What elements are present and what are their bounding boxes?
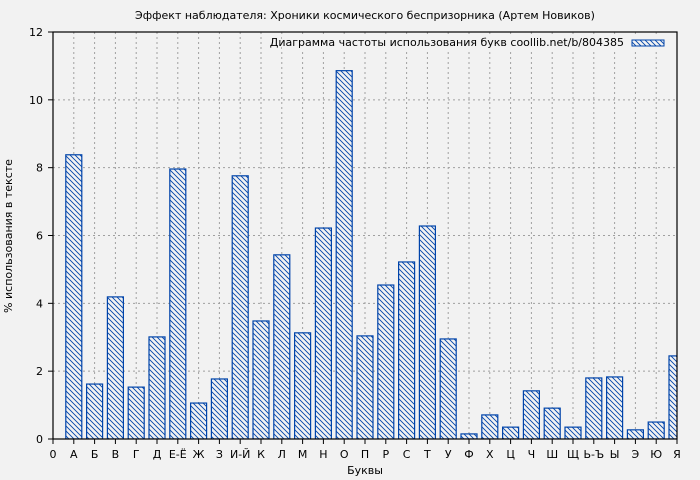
- bar: [356, 335, 374, 439]
- x-tick-label: Е-Ё: [169, 448, 187, 461]
- x-tick-label: Ч: [528, 448, 536, 461]
- x-tick-label: Т: [423, 448, 431, 461]
- x-tick-label: Р: [382, 448, 389, 461]
- bar: [460, 433, 478, 439]
- x-tick-label: Ц: [506, 448, 515, 461]
- bar: [626, 429, 645, 439]
- bar: [585, 377, 603, 439]
- x-tick-label: О: [340, 448, 349, 461]
- x-axis-ticks: 0 А Б В Г Д Е-Ё Ж З И-Й К Л М Н О П Р С Т У Ф Х Ц Ч Ш Щ Ь-Ъ Ы Э Ю Я: [50, 439, 681, 461]
- bar: [335, 70, 353, 439]
- bars: [65, 70, 677, 439]
- y-tick-label: 12: [29, 26, 43, 39]
- bar: [543, 407, 561, 439]
- x-tick-label: А: [70, 448, 78, 461]
- x-tick-label: Н: [319, 448, 327, 461]
- legend: Диаграмма частоты использования букв coo…: [270, 35, 672, 50]
- x-tick-label: Д: [153, 448, 162, 461]
- x-tick-label: З: [216, 448, 223, 461]
- bar: [252, 320, 270, 439]
- bar: [314, 227, 332, 439]
- x-tick-label: Щ: [567, 448, 579, 461]
- bar: [605, 376, 624, 439]
- x-tick-label: И-Й: [230, 448, 250, 461]
- y-tick-label: 0: [36, 433, 43, 446]
- bar: [273, 254, 291, 439]
- x-tick-label: Ю: [650, 448, 662, 461]
- bar: [522, 390, 541, 439]
- bar: [418, 225, 436, 439]
- bar: [190, 402, 208, 439]
- x-tick-label: Ж: [193, 448, 205, 461]
- x-tick-label: У: [445, 448, 452, 461]
- x-tick-label: Х: [486, 448, 494, 461]
- bar: [127, 386, 145, 439]
- y-tick-label: 10: [29, 94, 43, 107]
- x-tick-label: Я: [673, 448, 681, 461]
- bar: [148, 336, 166, 439]
- chart-title: Эффект наблюдателя: Хроники космического…: [135, 9, 595, 22]
- bar: [210, 378, 228, 439]
- legend-label: Диаграмма частоты использования букв coo…: [270, 36, 624, 49]
- bar: [564, 426, 582, 439]
- x-axis-label: Буквы: [347, 464, 383, 477]
- x-tick-label: Л: [278, 448, 286, 461]
- x-tick-label: Г: [133, 448, 140, 461]
- bar: [398, 261, 416, 439]
- x-tick-label: 0: [50, 448, 57, 461]
- bar: [668, 355, 677, 439]
- bar: [647, 421, 665, 439]
- x-tick-label: Ь-Ъ: [583, 448, 604, 461]
- bar: [502, 426, 520, 439]
- x-tick-label: В: [112, 448, 120, 461]
- bar: [231, 175, 249, 439]
- y-tick-label: 8: [36, 162, 43, 175]
- y-tick-label: 2: [36, 365, 43, 378]
- x-tick-label: Б: [91, 448, 99, 461]
- bar: [65, 154, 83, 439]
- y-axis-ticks: 0 2 4 6 8 10 12: [29, 26, 53, 446]
- bar: [481, 414, 499, 439]
- x-tick-label: Э: [632, 448, 640, 461]
- x-tick-label: С: [403, 448, 411, 461]
- bar: [169, 168, 187, 439]
- y-tick-label: 6: [36, 230, 43, 243]
- x-tick-label: М: [298, 448, 308, 461]
- bar: [85, 383, 104, 439]
- x-tick-label: Ф: [464, 448, 473, 461]
- bar: [106, 296, 125, 439]
- bar: [294, 332, 312, 439]
- x-tick-label: П: [361, 448, 369, 461]
- y-axis-label: % использования в тексте: [2, 159, 15, 313]
- x-tick-label: Ш: [546, 448, 558, 461]
- bar: [439, 338, 457, 439]
- legend-background: [282, 35, 672, 50]
- bar: [377, 284, 395, 439]
- x-tick-label: К: [257, 448, 265, 461]
- y-tick-label: 4: [36, 297, 43, 310]
- legend-swatch: [631, 39, 665, 47]
- x-tick-label: Ы: [610, 448, 620, 461]
